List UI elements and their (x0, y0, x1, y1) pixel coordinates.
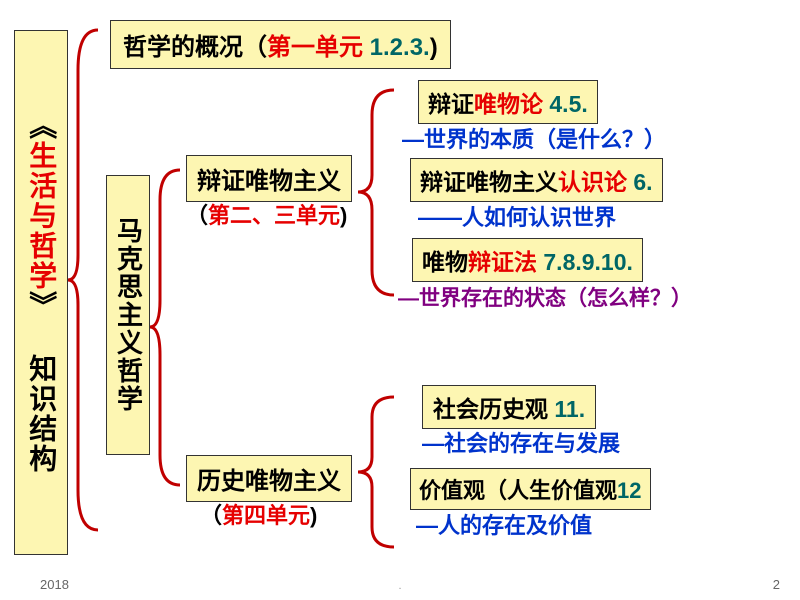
h1-sub: —社会的存在与发展 (422, 426, 620, 458)
dialectical-label: 辩证唯物主义 (197, 168, 341, 195)
hist-unit-pre: （ (200, 503, 222, 528)
title-post: 》 知识结构 (26, 291, 57, 474)
top-close: ) (430, 34, 438, 61)
d2-box: 辩证唯物主义认识论 6. (410, 158, 663, 202)
dial-unit-post: ) (340, 203, 347, 228)
hist-unit-post: ) (310, 503, 317, 528)
dialectical-unit: （第二、三单元) (186, 198, 347, 230)
d1-c: 4.5. (543, 91, 588, 117)
d1-a: 辩证 (428, 91, 474, 117)
h2-box: 价值观（人生价值观12 (410, 468, 651, 510)
d2-c: 6. (627, 169, 653, 195)
brace-1 (68, 30, 102, 530)
d3-c: 7.8.9.10. (537, 249, 633, 275)
footer-right: 2 (773, 577, 780, 592)
title-red: 生活与哲学 (26, 141, 57, 291)
d3-box: 唯物辩证法 7.8.9.10. (412, 238, 643, 282)
footer-left: 2018 (40, 577, 69, 592)
d3-sub: —世界存在的状态（怎么样？） (398, 282, 692, 312)
d2-b: 认识论 (558, 169, 627, 195)
brace-2 (150, 150, 184, 505)
dialectical-box: 辩证唯物主义 (186, 155, 352, 202)
marx-box: 马克思主义哲学 (106, 175, 150, 455)
h1-c: 11. (548, 396, 585, 422)
hist-unit-red: 第四单元 (222, 503, 310, 528)
d1-sub: —世界的本质（是什么？） (402, 122, 666, 154)
d1-box: 辩证唯物论 4.5. (418, 80, 598, 124)
d3-a: 唯物 (422, 249, 468, 275)
historical-label: 历史唯物主义 (197, 468, 341, 495)
h1-a: 社会历史观 (433, 396, 548, 422)
marx-text: 马克思主义哲学 (110, 217, 145, 413)
h2-sub: —人的存在及价值 (416, 508, 592, 540)
d2-a: 辩证唯物主义 (420, 169, 558, 195)
title-box: 《生活与哲学》 知识结构 (14, 30, 68, 555)
brace-4 (358, 392, 398, 552)
top-black: 哲学的概况（ (123, 34, 267, 61)
h2-c: 12 (617, 478, 641, 503)
brace-3 (358, 85, 398, 300)
historical-box: 历史唯物主义 (186, 455, 352, 502)
top-teal: 1.2.3. (363, 34, 430, 61)
d3-b: 辩证法 (468, 249, 537, 275)
top-red: 第一单元 (267, 34, 363, 61)
footer-center: . (398, 580, 401, 592)
historical-unit: （第四单元) (200, 498, 317, 530)
dial-unit-pre: （ (186, 203, 208, 228)
h2-a: 价值观（人生价值观 (419, 478, 617, 503)
h1-box: 社会历史观 11. (422, 385, 596, 429)
title-pre: 《 (26, 111, 57, 141)
dial-unit-red: 第二、三单元 (208, 203, 340, 228)
top-box: 哲学的概况（第一单元 1.2.3.) (110, 20, 451, 69)
d2-sub: ——人如何认识世界 (418, 200, 616, 232)
d1-b: 唯物论 (474, 91, 543, 117)
